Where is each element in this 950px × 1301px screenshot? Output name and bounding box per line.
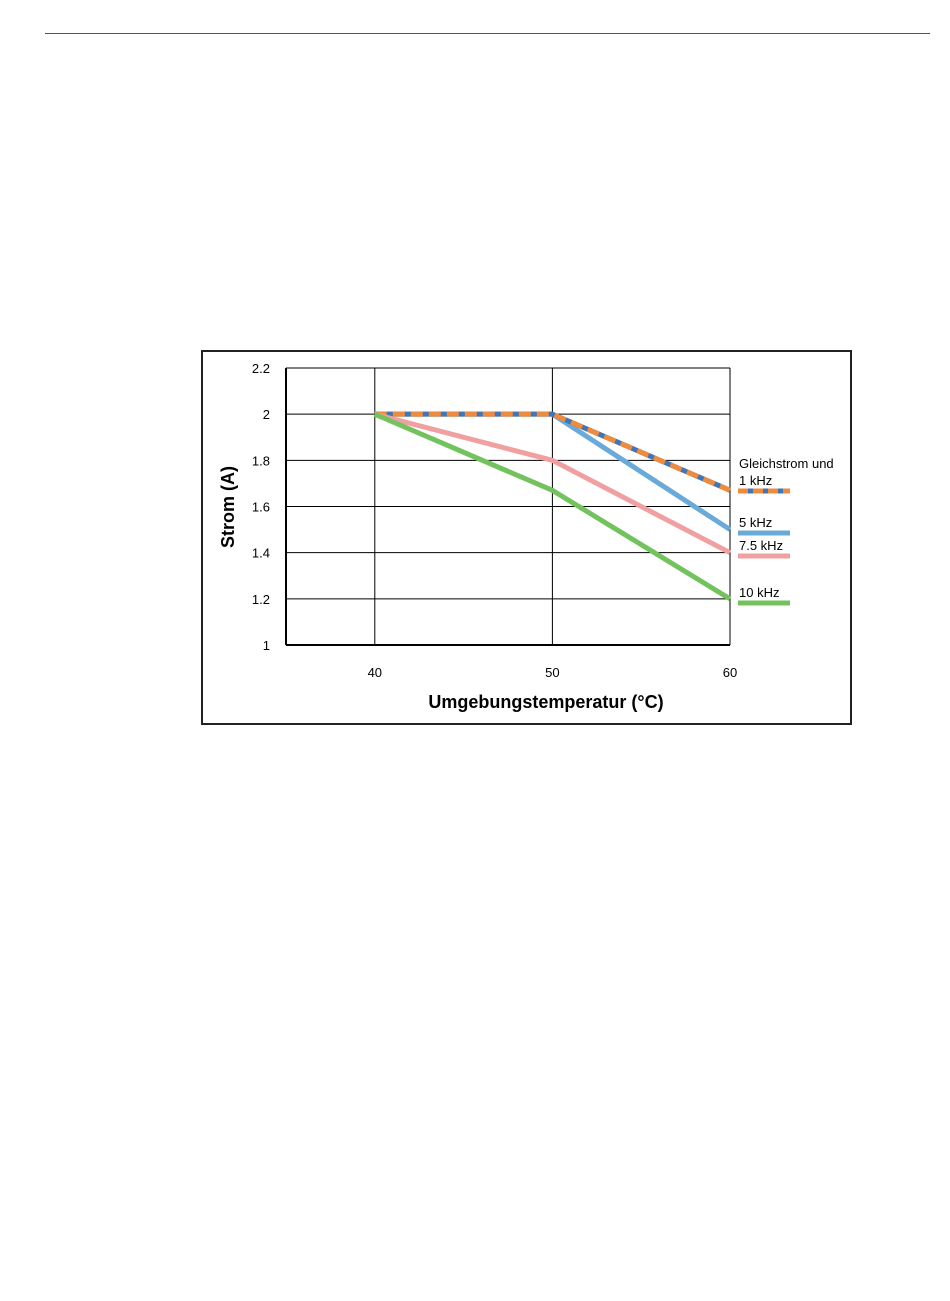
legend: Gleichstrom und 1 kHz 5 kHz 7.5 kHz 10 kHz	[738, 456, 834, 606]
y-tick-label: 2.2	[252, 361, 270, 376]
chart-frame	[201, 350, 852, 725]
x-axis-title: Umgebungstemperatur (°C)	[428, 692, 663, 712]
tick-labels: 1 1.2 1.4 1.6 1.8 2 2.2 40 50 60	[252, 361, 737, 680]
y-tick-label: 1	[263, 638, 270, 653]
legend-label-s1: Gleichstrom und	[739, 456, 834, 471]
y-tick-label: 1.6	[252, 500, 270, 515]
series-line-s10	[373, 411, 732, 601]
series-lines	[373, 411, 732, 601]
x-tick-label: 50	[545, 665, 559, 680]
y-tick-label: 1.8	[252, 453, 270, 468]
y-tick-label: 1.4	[252, 546, 270, 561]
legend-label-s10: 10 kHz	[739, 585, 779, 600]
series-line-s1	[374, 411, 731, 493]
y-tick-label: 1.2	[252, 592, 270, 607]
y-axis-title: Strom (A)	[218, 466, 238, 548]
page-header-rule	[45, 33, 930, 34]
series-line-s75	[374, 411, 732, 555]
legend-label-s5: 5 kHz	[739, 515, 772, 530]
x-tick-label: 60	[723, 665, 737, 680]
grid-lines	[285, 367, 731, 646]
y-tick-label: 2	[263, 407, 270, 422]
legend-label-s1: 1 kHz	[739, 473, 772, 488]
legend-label-s75: 7.5 kHz	[739, 538, 783, 553]
x-tick-label: 40	[368, 665, 382, 680]
